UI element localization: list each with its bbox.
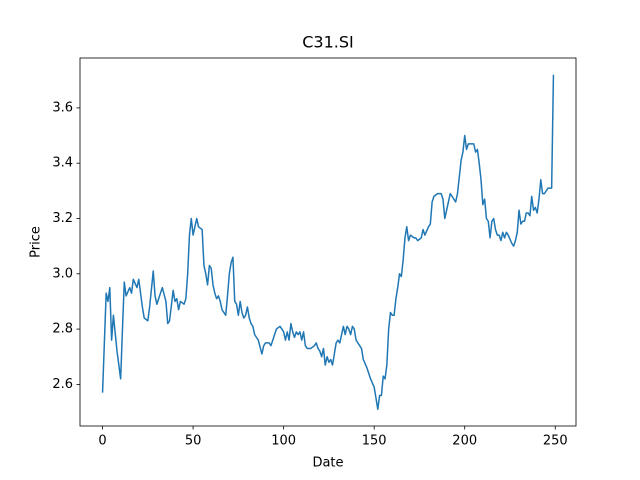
y-tick-label: 3.2 (52, 211, 73, 226)
plot-frame (79, 57, 577, 427)
x-axis-label: Date (312, 456, 343, 471)
y-tick-label: 3.0 (52, 266, 73, 281)
y-tick-label: 3.6 (52, 100, 73, 115)
y-tick-label: 3.4 (52, 156, 73, 171)
y-axis-label: Price (29, 226, 44, 258)
x-tick-label: 250 (543, 434, 568, 449)
chart-title: C31.SI (302, 33, 354, 52)
x-tick-label: 100 (271, 434, 296, 449)
y-tick-label: 2.6 (52, 377, 73, 392)
x-tick-label: 150 (362, 434, 387, 449)
price-line (101, 74, 555, 411)
x-tick-label: 0 (98, 434, 106, 449)
x-tick-label: 200 (452, 434, 477, 449)
x-tick-label: 50 (185, 434, 202, 449)
y-tick-label: 2.8 (52, 322, 73, 337)
